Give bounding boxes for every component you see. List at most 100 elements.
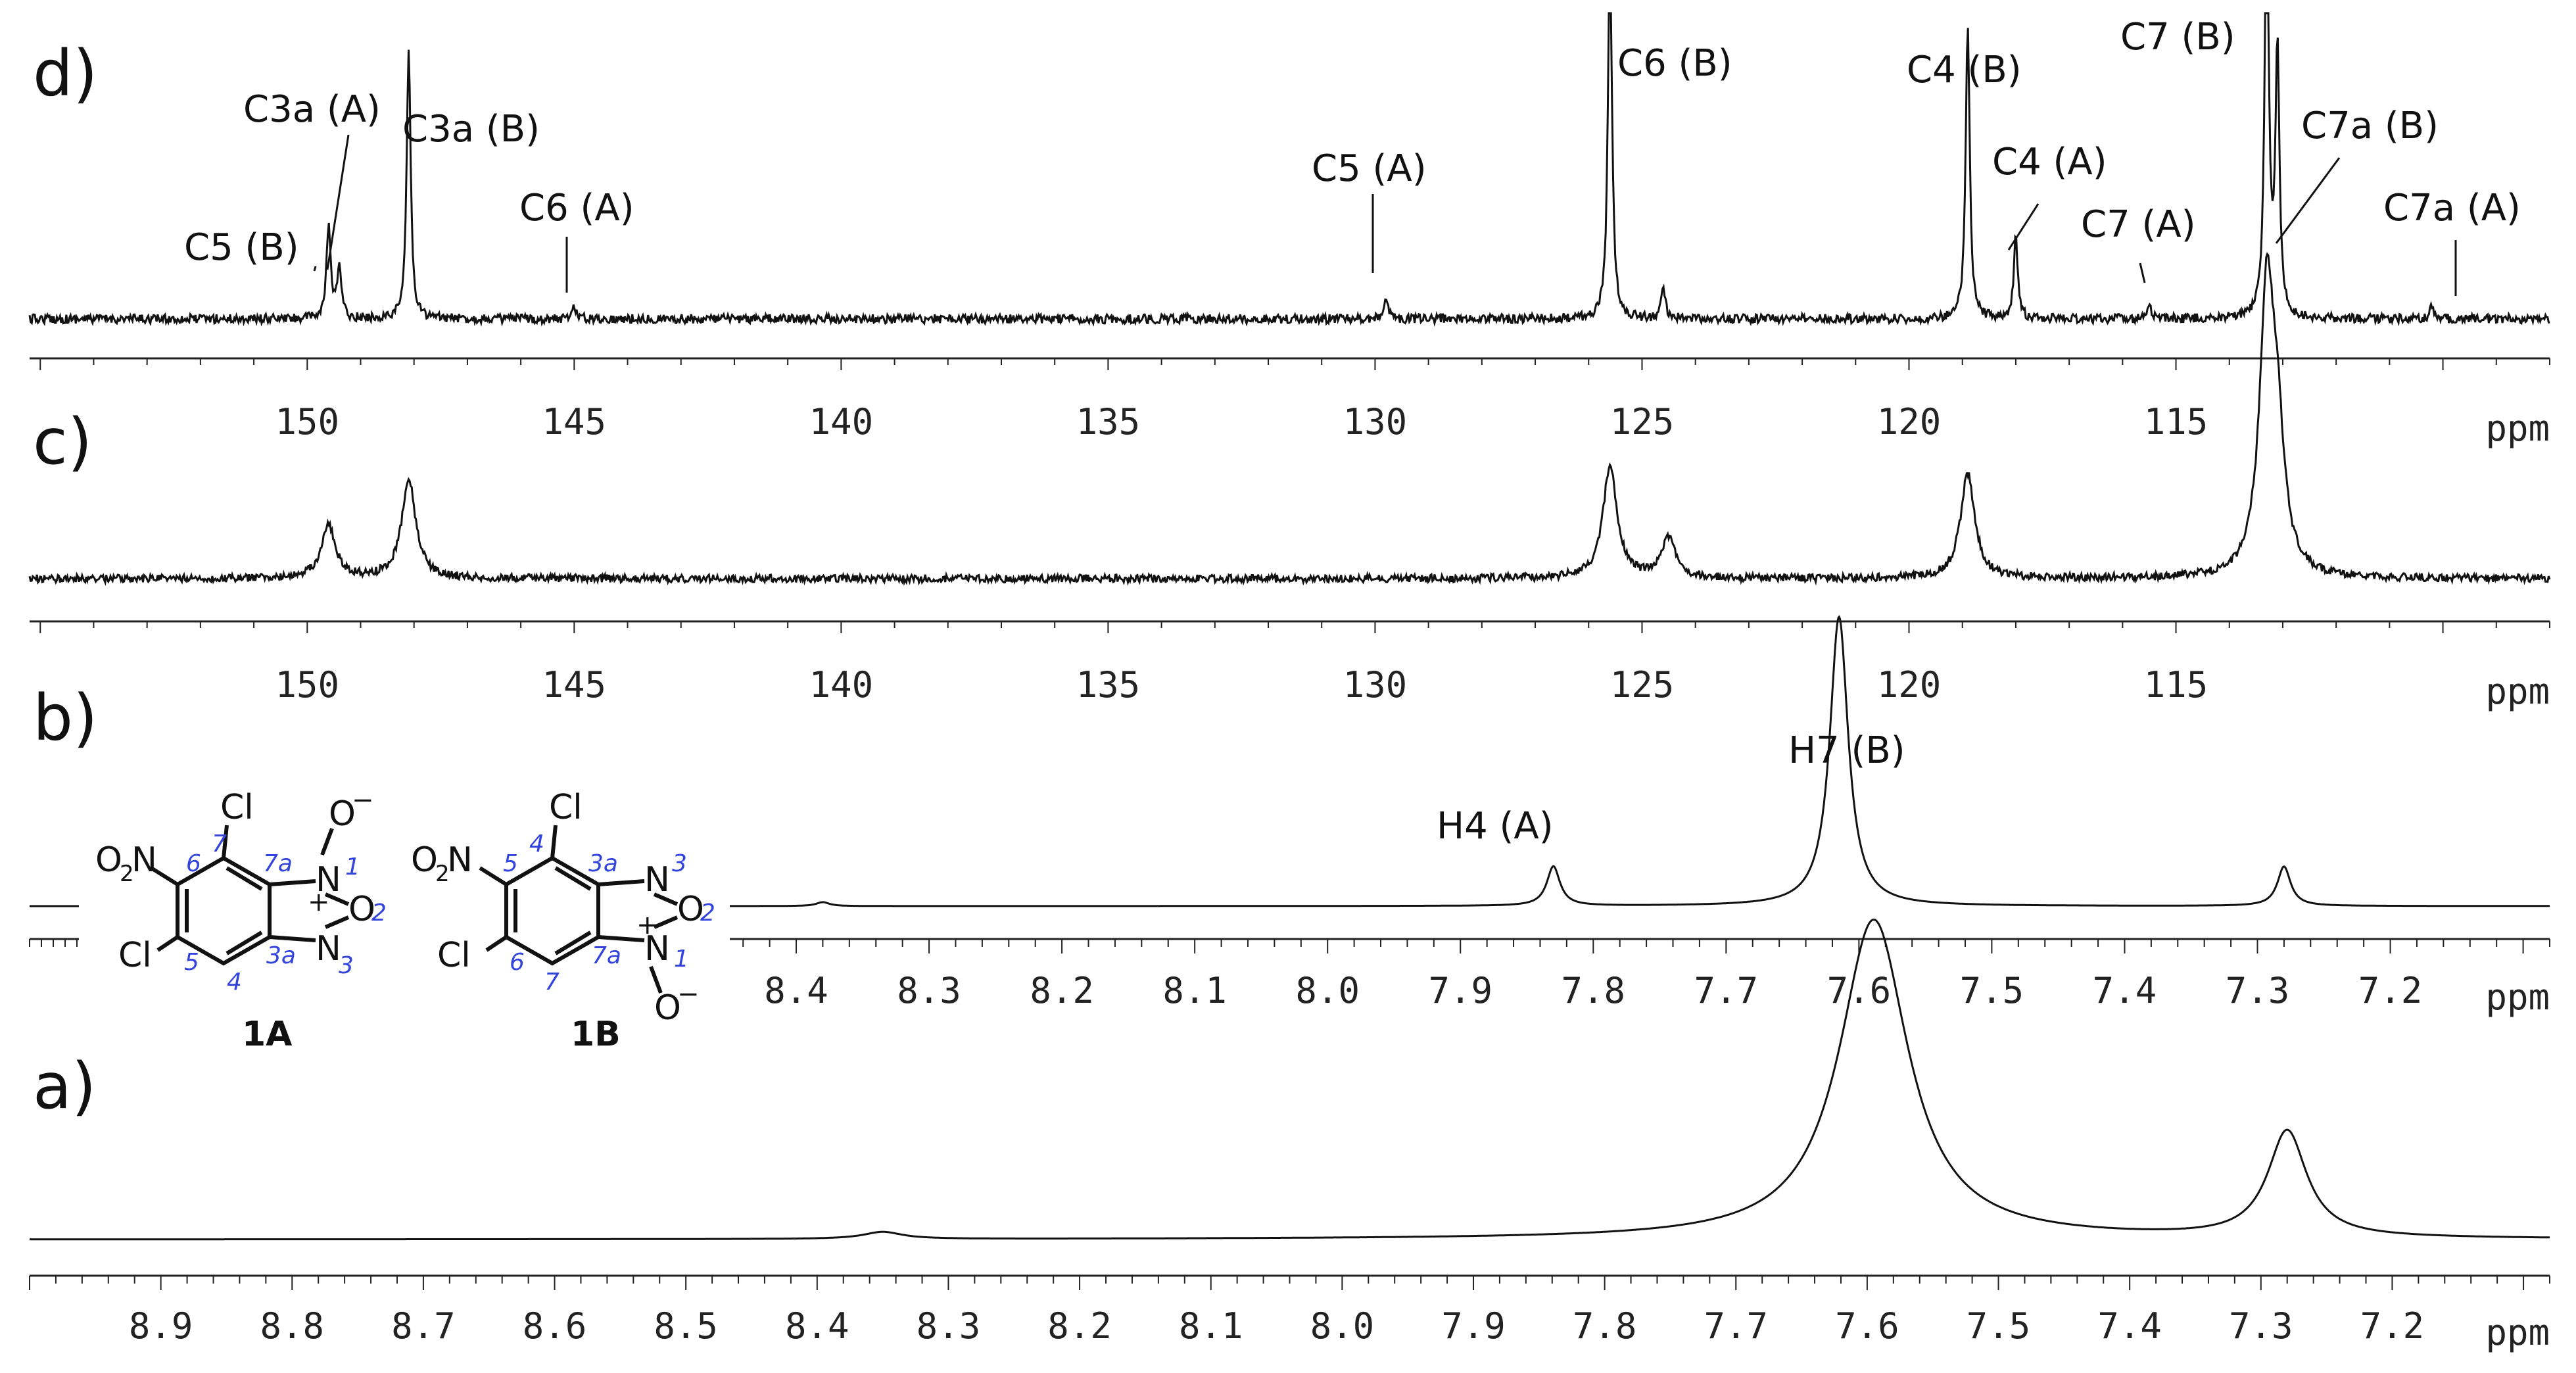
peak-label-h7-b-: H7 (B) [1788, 729, 1905, 772]
tick-label: 7.6 [1835, 1305, 1899, 1347]
cl-top-1b: Cl [549, 788, 583, 827]
n3-1b: N [644, 860, 670, 900]
tick-label: 7.4 [2097, 1305, 2162, 1347]
tick-label: 7.5 [1967, 1305, 2031, 1347]
tick-label: 125 [1610, 664, 1675, 706]
tick-label: 7.4 [2093, 970, 2157, 1011]
spectrum-panel-a: 8.9 8.8 8.7 8.6 8.5 8.4 8.3 8.2 8.1 8.0 7.9 7.8 7.7 7… [29, 918, 2550, 1353]
spectrum-panel-c: 150 145 140 135 130 125 120 115 ppm [28, 252, 2551, 712]
ring-benzene-1b [504, 855, 600, 966]
num-5-1a: 5 [184, 949, 199, 976]
tick-label: 7.9 [1428, 970, 1492, 1011]
tick-label: 115 [2144, 664, 2208, 706]
tick-label: 8.9 [129, 1305, 193, 1347]
tick-label: 115 [2144, 401, 2208, 443]
tick-label: 7.6 [1827, 970, 1892, 1011]
num-6-1a: 6 [186, 850, 201, 877]
num-2-1b: 2 [700, 900, 715, 927]
tick-label: 8.8 [260, 1305, 324, 1347]
peak-label-c6-b-: C6 (B) [1617, 42, 1732, 85]
num-3a-1b: 3a [588, 850, 618, 877]
tick-label: 8.2 [1030, 970, 1094, 1011]
tick-label: 125 [1610, 401, 1675, 443]
tick-label: 8.5 [654, 1305, 718, 1347]
peak-label-leader [2007, 203, 2039, 251]
tick-label: 8.6 [523, 1305, 587, 1347]
o2n-n-1a: N [131, 840, 157, 880]
spectrum-trace-b [730, 615, 2550, 907]
tick-label: 145 [542, 664, 607, 706]
num-7a-1b: 7a [592, 942, 621, 969]
n1-1b: N [644, 929, 670, 969]
peak-label-c6-a-: C6 (A) [519, 187, 634, 229]
panel-label-d: d) [33, 37, 97, 110]
tick-label: 130 [1343, 664, 1408, 706]
tick-label: 7.2 [2360, 1305, 2425, 1347]
peak-label-leader [2139, 262, 2146, 283]
tick-label: 8.1 [1179, 1305, 1243, 1347]
peak-label-c3a-a-: C3a (A) [243, 88, 381, 131]
peak-label-c7a-a-: C7a (A) [2383, 187, 2521, 229]
tick-label: 7.7 [1704, 1305, 1768, 1347]
tick-label: 150 [275, 664, 340, 706]
num-7-1a: 7 [212, 831, 227, 857]
panel-label-c: c) [33, 405, 92, 479]
tick-label: 7.7 [1694, 970, 1759, 1011]
num-7-1b: 7 [544, 969, 560, 996]
cl-bottom-1b: Cl [437, 936, 471, 975]
tick-label: 8.3 [917, 1305, 981, 1347]
tick-label: 8.0 [1295, 970, 1360, 1011]
tick-label: 120 [1877, 401, 1942, 443]
tick-label: 7.2 [2358, 970, 2423, 1011]
o2n-o-1a: O [95, 840, 122, 880]
peak-labels-d: C5 (B) C3a (A) C3a (B) C6 (A) C5 (A) C6 (B) C4… [184, 16, 2521, 296]
o2n-o-1b: O [411, 840, 438, 880]
tick-label: 120 [1877, 664, 1942, 706]
peak-label-c5-a-: C5 (A) [1312, 147, 1427, 190]
tick-label: 7.8 [1562, 970, 1626, 1011]
o2n-n-1b: N [447, 840, 473, 880]
num-4-1b: 4 [529, 831, 544, 857]
peak-label-leader [313, 266, 317, 272]
panel-label-b: b) [33, 681, 97, 755]
compound-name-1a: 1A [242, 1015, 292, 1054]
tick-label: 8.4 [785, 1305, 849, 1347]
tick-label: 150 [275, 401, 340, 443]
o2n-sub-1a: 2 [120, 861, 134, 887]
peak-label-c5-b-: C5 (B) [184, 226, 299, 269]
spectrum-trace-c [28, 252, 2551, 587]
peak-label-c3a-b-: C3a (B) [402, 108, 540, 151]
plus-1a: + [308, 887, 330, 917]
tick-label: 8.3 [897, 970, 961, 1011]
num-2-1a: 2 [371, 900, 387, 927]
minus-1b: − [677, 979, 700, 1009]
structure-1b: Cl O 2 N Cl N N O O − + 5 4 3a 3 2 6 7 7… [411, 788, 715, 1054]
peak-labels-b: H4 (A) H7 (B) [1437, 729, 1905, 848]
tick-label: 7.5 [1960, 970, 2024, 1011]
plus-1b: + [636, 910, 659, 940]
x-unit-label: ppm [2485, 408, 2550, 449]
num-5-1b: 5 [503, 850, 518, 877]
peak-label-leader [326, 134, 350, 270]
spectrum-trace-a [30, 918, 2550, 1241]
compound-name-1b: 1B [571, 1015, 621, 1054]
peak-label-c7-a-: C7 (A) [2081, 203, 2196, 246]
num-1-1a: 1 [345, 854, 360, 880]
peak-label-c4-a-: C4 (A) [1992, 141, 2107, 183]
o2n-sub-1b: 2 [435, 861, 450, 887]
tick-label: 8.2 [1047, 1305, 1112, 1347]
num-7a-1a: 7a [263, 850, 293, 877]
x-unit-label: ppm [2485, 976, 2550, 1018]
tick-label: 130 [1343, 401, 1408, 443]
n1-1a: N [316, 860, 341, 900]
num-6-1b: 6 [510, 949, 525, 976]
o-ring-1b: O [677, 890, 704, 929]
cl-top-1a: Cl [220, 788, 254, 827]
o-minus-1b: O [654, 988, 681, 1028]
tick-label: 7.3 [2226, 970, 2290, 1011]
tick-label: 8.1 [1162, 970, 1227, 1011]
structure-1a: Cl O 2 N Cl N N O O − + 6 7 7a 1 2 5 4 3… [95, 785, 387, 1054]
tick-label: 7.8 [1573, 1305, 1637, 1347]
tick-label: 8.4 [764, 970, 828, 1011]
num-3a-1a: 3a [266, 942, 296, 969]
